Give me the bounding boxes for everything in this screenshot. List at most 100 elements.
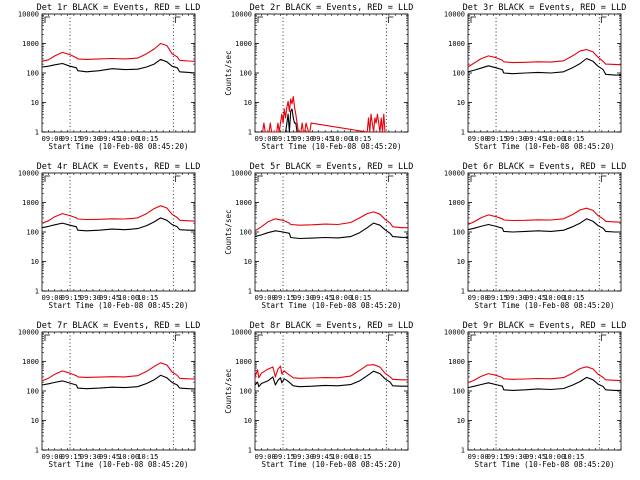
y-tick-label: 1000 [22,358,39,366]
x-tick-label: 09:30 [293,453,314,461]
range-bracket [257,175,263,182]
plot-frame [41,331,196,451]
y-tick-label: 10000 [444,11,465,19]
y-tick-label: 10000 [18,170,39,178]
x-tick-label: 09:30 [293,135,314,143]
x-tick-label: 10:15 [350,294,371,302]
panel-title: Det 9r BLACK = Events, RED = LLD [463,321,627,331]
y-tick-label: 1000 [235,199,252,207]
x-tick-label: 09:30 [80,135,101,143]
y-tick-label: 100 [239,70,252,78]
x-tick-label: 09:30 [293,294,314,302]
panel-title: Det 2r BLACK = Events, RED = LLD [250,3,414,13]
x-axis-label: Start Time (10-Feb-08 08:45:20) [49,142,189,151]
events-series-line [254,222,409,240]
y-tick-label: 10 [457,258,465,266]
range-bracket [44,175,50,182]
plot-frame [254,172,409,292]
x-tick-label: 09:45 [525,453,546,461]
range-bracket [174,16,181,23]
lld-series-line [467,207,622,226]
range-bracket [44,16,50,23]
x-tick-label: 09:00 [42,453,63,461]
range-bracket [387,334,394,341]
y-tick-label: 1 [35,447,39,455]
panel-9: Det 9r BLACK = Events, RED = LLD 1 10 100 10… [444,321,626,469]
panel-2: Det 2r BLACK = Events, RED = LLD 1 10 100 10… [224,3,413,151]
plot-frame [467,172,622,292]
lld-series-line [41,362,196,382]
y-tick-label: 100 [239,388,252,396]
range-bracket [44,334,50,341]
x-tick-label: 09:45 [525,135,546,143]
y-tick-label: 10 [31,417,39,425]
y-tick-label: 100 [239,229,252,237]
lld-series-line [467,49,622,68]
range-bracket [600,334,607,341]
range-bracket [387,16,394,23]
y-tick-label: 10 [244,417,252,425]
x-tick-label: 09:45 [99,135,120,143]
y-tick-label: 1 [248,288,252,296]
x-axis-label: Start Time (10-Feb-08 08:45:20) [262,301,402,310]
x-axis-label: Start Time (10-Feb-08 08:45:20) [475,301,615,310]
y-tick-label: 10 [244,258,252,266]
x-tick-label: 09:15 [61,294,82,302]
panel-title: Det 3r BLACK = Events, RED = LLD [463,3,627,13]
range-bracket [600,16,607,23]
x-axis-label: Start Time (10-Feb-08 08:45:20) [475,142,615,151]
y-tick-label: 1 [461,288,465,296]
y-tick-label: 1 [35,288,39,296]
y-tick-label: 100 [452,70,465,78]
plot-frame [41,172,196,292]
y-tick-label: 10 [457,99,465,107]
y-tick-label: 10 [244,99,252,107]
panel-6: Det 6r BLACK = Events, RED = LLD 1 10 100 10… [444,162,626,310]
y-tick-label: 10000 [231,170,252,178]
x-tick-label: 09:00 [468,294,489,302]
range-bracket [174,334,181,341]
x-tick-label: 09:30 [80,294,101,302]
x-tick-label: 10:15 [137,453,158,461]
y-tick-label: 1000 [448,199,465,207]
events-series-line [285,108,298,133]
x-tick-label: 09:45 [312,294,333,302]
x-tick-label: 09:45 [99,294,120,302]
range-bracket [174,175,181,182]
y-tick-label: 1000 [448,40,465,48]
x-tick-label: 09:15 [487,135,508,143]
x-tick-label: 09:00 [255,135,276,143]
y-tick-label: 10000 [444,329,465,337]
events-series-line [41,58,196,74]
panel-7: Det 7r BLACK = Events, RED = LLD 1 10 100 10… [18,321,200,469]
x-tick-label: 09:00 [42,294,63,302]
x-tick-label: 10:15 [563,453,584,461]
panel-title: Det 7r BLACK = Events, RED = LLD [37,321,201,331]
y-tick-label: 1 [248,447,252,455]
x-tick-label: 09:45 [312,135,333,143]
x-tick-label: 10:00 [118,453,139,461]
lld-series-line [467,366,622,384]
x-tick-label: 09:45 [312,453,333,461]
panel-title: Det 8r BLACK = Events, RED = LLD [250,321,414,331]
panel-title: Det 4r BLACK = Events, RED = LLD [37,162,201,172]
y-tick-label: 10 [457,417,465,425]
plot-frame [254,13,409,133]
panel-1: Det 1r BLACK = Events, RED = LLD 1 10 100 10… [18,3,200,151]
y-tick-label: 10000 [231,11,252,19]
lld-series-line [41,205,196,224]
y-tick-label: 1000 [22,40,39,48]
y-tick-label: 100 [452,388,465,396]
y-tick-label: 1000 [235,40,252,48]
y-tick-label: 100 [26,388,39,396]
y-tick-label: 10 [31,99,39,107]
panel-title: Det 6r BLACK = Events, RED = LLD [463,162,627,172]
y-tick-label: 1 [461,129,465,137]
range-bracket [600,175,607,182]
events-series-line [467,57,621,76]
y-tick-label: 10000 [18,329,39,337]
x-tick-label: 09:30 [506,294,527,302]
x-axis-label: Start Time (10-Feb-08 08:45:20) [475,460,615,469]
x-axis-label: Start Time (10-Feb-08 08:45:20) [49,460,189,469]
x-tick-label: 09:15 [274,294,295,302]
